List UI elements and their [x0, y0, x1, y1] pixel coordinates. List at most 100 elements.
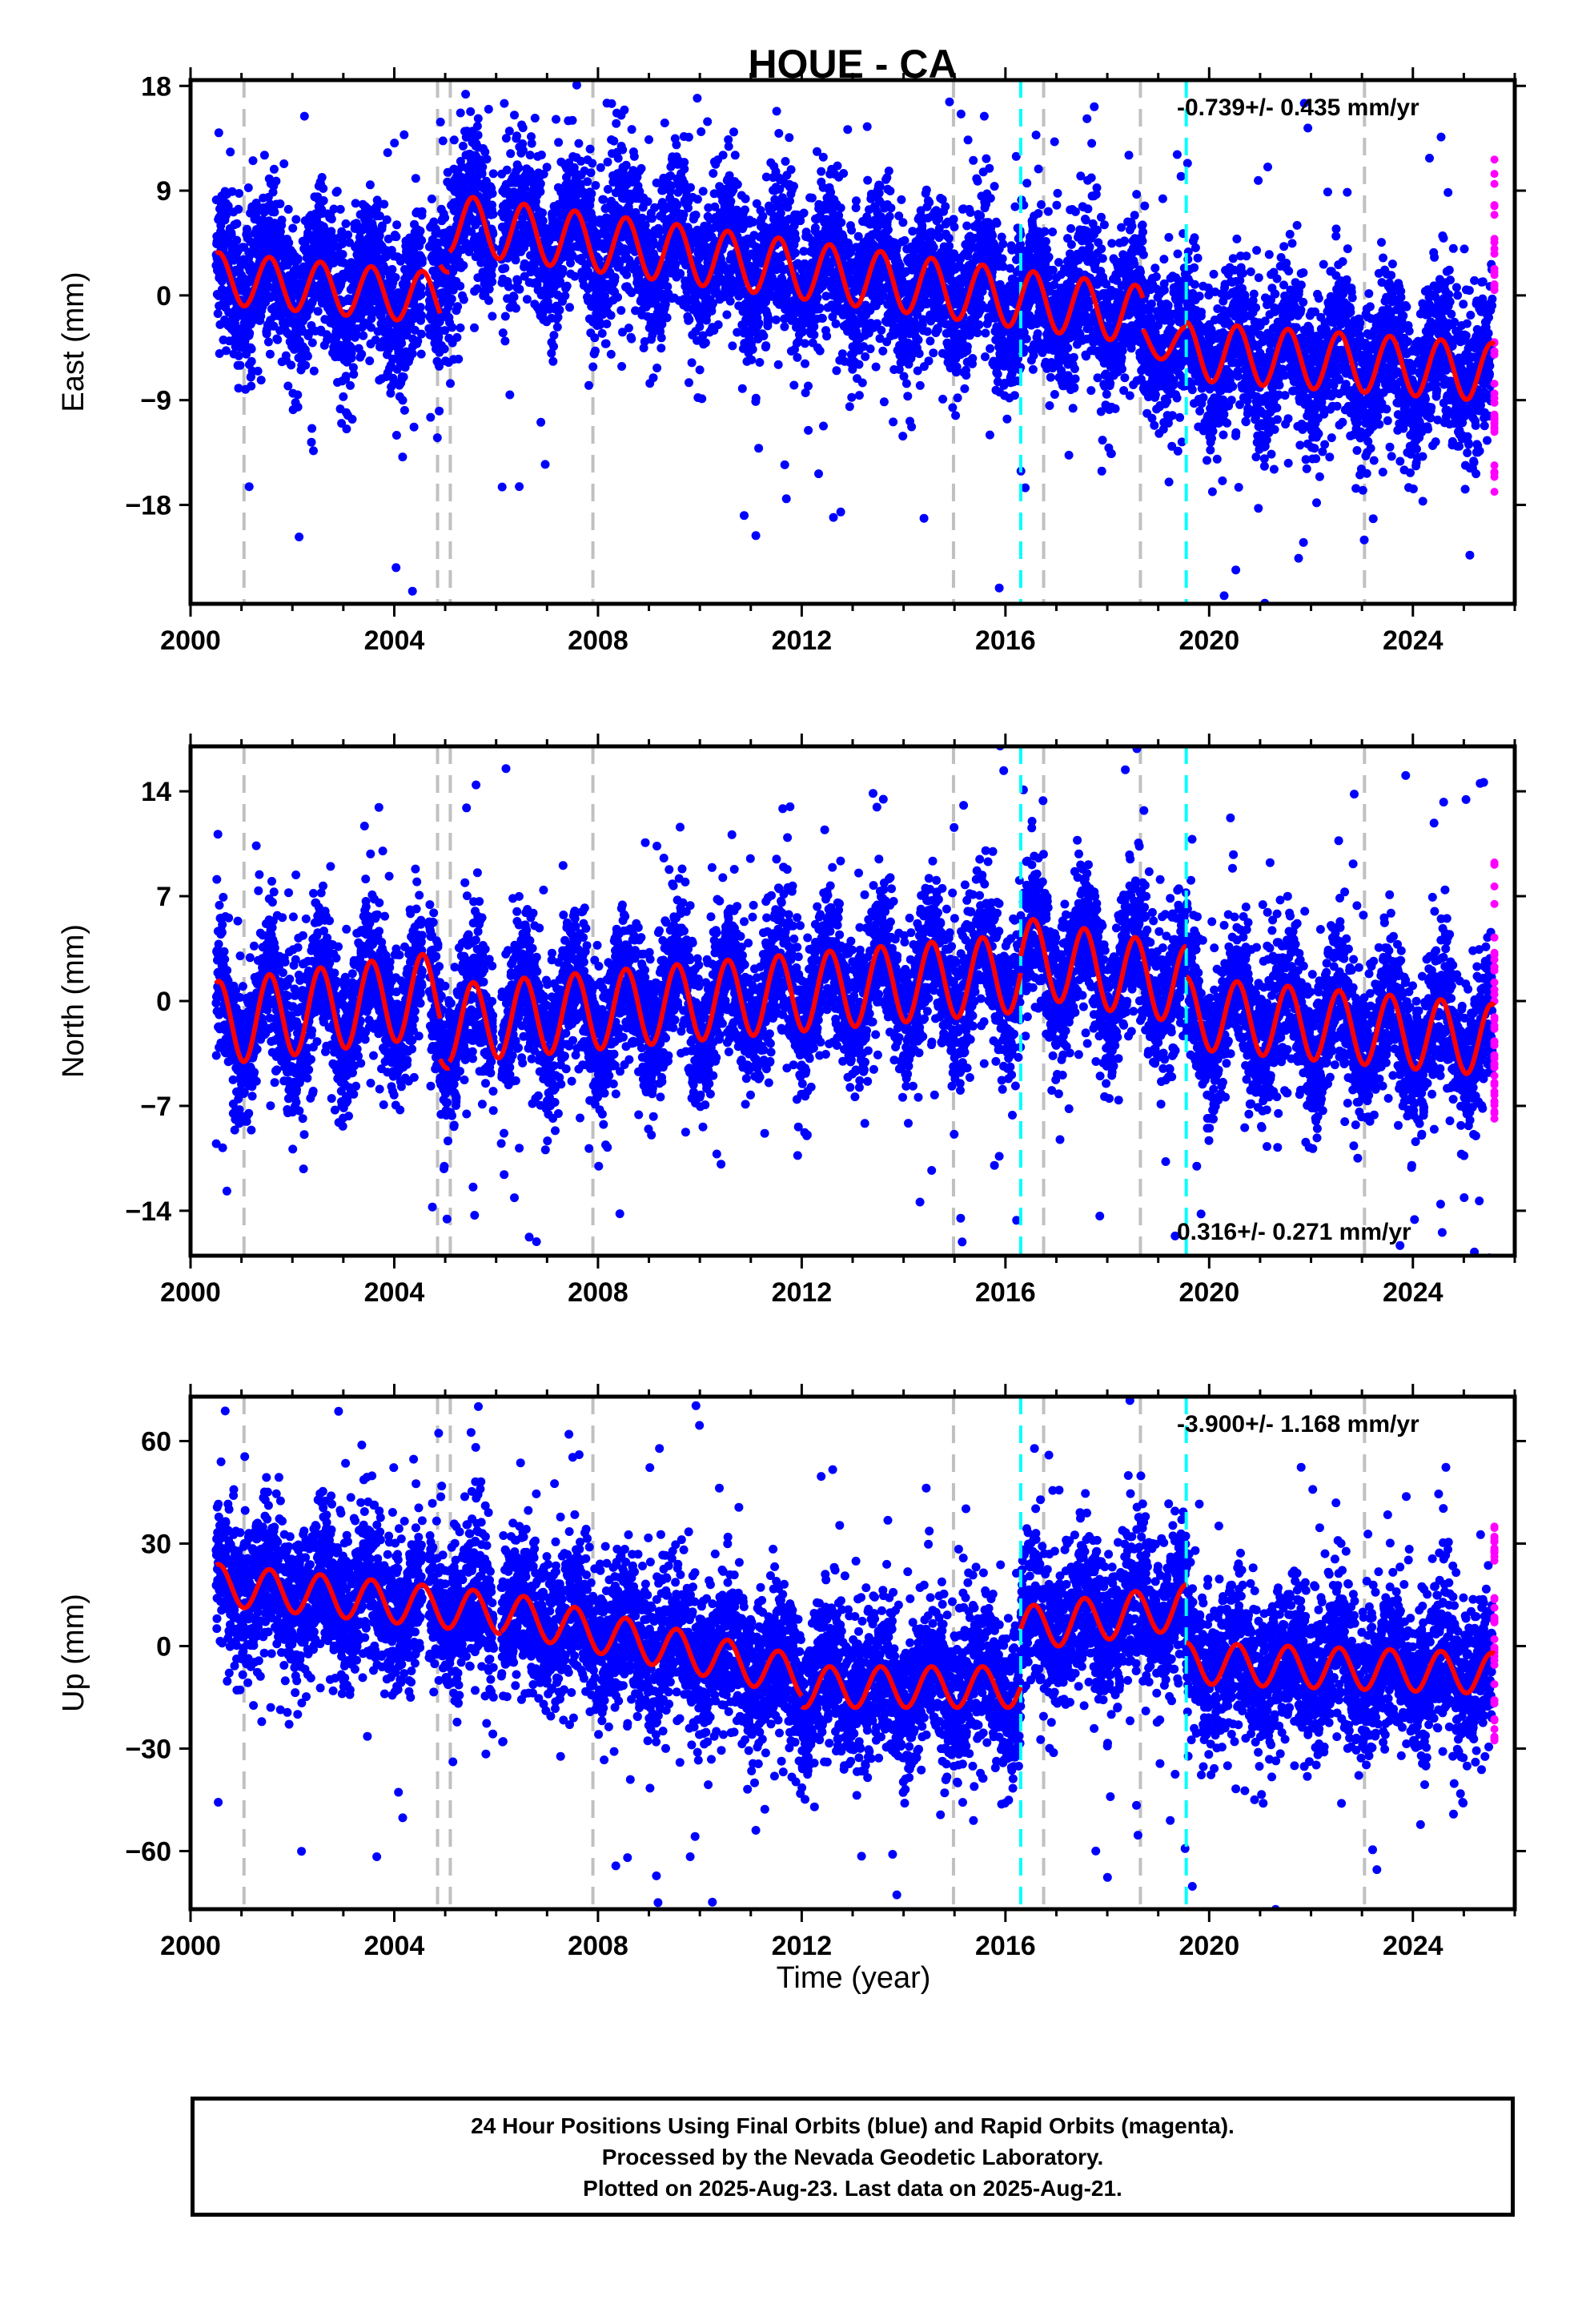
data-point: [409, 422, 419, 432]
data-point: [511, 255, 520, 265]
data-point: [452, 332, 462, 342]
data-point: [512, 131, 521, 141]
data-point: [799, 208, 809, 218]
data-point: [813, 293, 822, 303]
data-point: [877, 325, 886, 335]
data-point: [391, 273, 400, 282]
data-point: [438, 136, 448, 146]
data-point: [347, 415, 357, 424]
data-point: [805, 0, 814, 4]
data-point: [583, 177, 592, 187]
data-point: [247, 381, 256, 391]
data-point: [621, 160, 631, 170]
data-point: [713, 320, 723, 329]
data-point: [755, 358, 765, 367]
data-point: [588, 159, 597, 168]
data-point: [919, 513, 929, 523]
data-point: [359, 331, 368, 340]
data-point: [432, 433, 442, 443]
data-point: [573, 69, 582, 78]
data-point: [624, 324, 633, 333]
data-point: [502, 165, 512, 175]
data-point: [398, 396, 408, 405]
data-point: [728, 341, 737, 351]
data-point: [317, 173, 327, 182]
data-point: [454, 354, 464, 364]
data-point: [470, 323, 479, 332]
data-point: [886, 203, 896, 213]
data-point: [603, 184, 612, 194]
data-point: [883, 225, 893, 235]
data-point: [643, 197, 652, 207]
data-point: [622, 270, 632, 279]
data-point: [610, 46, 619, 54]
data-point: [558, 265, 568, 274]
data-point: [862, 122, 872, 131]
data-point: [235, 360, 245, 370]
data-point: [299, 111, 309, 121]
data-point: [265, 349, 275, 359]
data-point: [226, 44, 235, 53]
data-point: [365, 356, 375, 366]
data-point: [383, 148, 392, 158]
data-point: [648, 373, 658, 383]
data-point: [822, 332, 832, 341]
data-point: [673, 200, 682, 210]
data-point: [804, 425, 813, 435]
data-point: [215, 349, 224, 358]
data-point: [693, 94, 702, 103]
data-point: [482, 155, 492, 164]
data-point: [222, 346, 231, 356]
data-point: [232, 235, 242, 245]
data-point: [536, 151, 546, 159]
data-point: [729, 127, 738, 137]
data-point: [319, 196, 328, 205]
data-point: [748, 344, 757, 354]
data-point: [309, 366, 319, 376]
data-point: [774, 129, 784, 138]
data-point: [287, 360, 296, 370]
data-point: [510, 111, 519, 120]
data-point: [726, 196, 736, 206]
data-point: [307, 437, 316, 447]
data-point: [459, 261, 468, 270]
data-point: [536, 187, 545, 196]
data-point: [636, 163, 646, 173]
data-point: [332, 187, 342, 196]
data-point: [772, 107, 781, 116]
data-point: [456, 281, 465, 291]
data-point: [922, 327, 932, 336]
data-point: [627, 125, 636, 135]
data-point: [839, 169, 849, 178]
data-point: [915, 380, 925, 390]
data-point: [693, 195, 702, 204]
data-point: [398, 452, 408, 462]
data-point: [247, 0, 256, 6]
data-point: [341, 372, 351, 381]
data-point: [338, 250, 347, 259]
data-point: [542, 163, 552, 172]
data-point: [684, 132, 693, 142]
data-point: [307, 338, 317, 348]
data-point: [884, 167, 893, 175]
data-point: [500, 336, 510, 346]
data-point: [435, 406, 444, 416]
data-point: [917, 221, 927, 231]
data-point: [416, 290, 426, 300]
data-point: [554, 138, 564, 147]
data-point: [244, 482, 254, 492]
data-point: [586, 168, 596, 178]
data-point: [391, 232, 401, 242]
data-point: [392, 220, 402, 230]
data-point: [549, 342, 558, 352]
data-point: [733, 179, 742, 189]
data-point: [617, 362, 627, 371]
data-point: [863, 175, 873, 185]
data-point: [515, 482, 524, 492]
data-point: [253, 366, 263, 376]
data-point: [620, 105, 629, 115]
data-point: [448, 323, 457, 332]
data-point: [616, 306, 626, 316]
data-point: [498, 328, 508, 338]
data-point: [400, 130, 409, 139]
